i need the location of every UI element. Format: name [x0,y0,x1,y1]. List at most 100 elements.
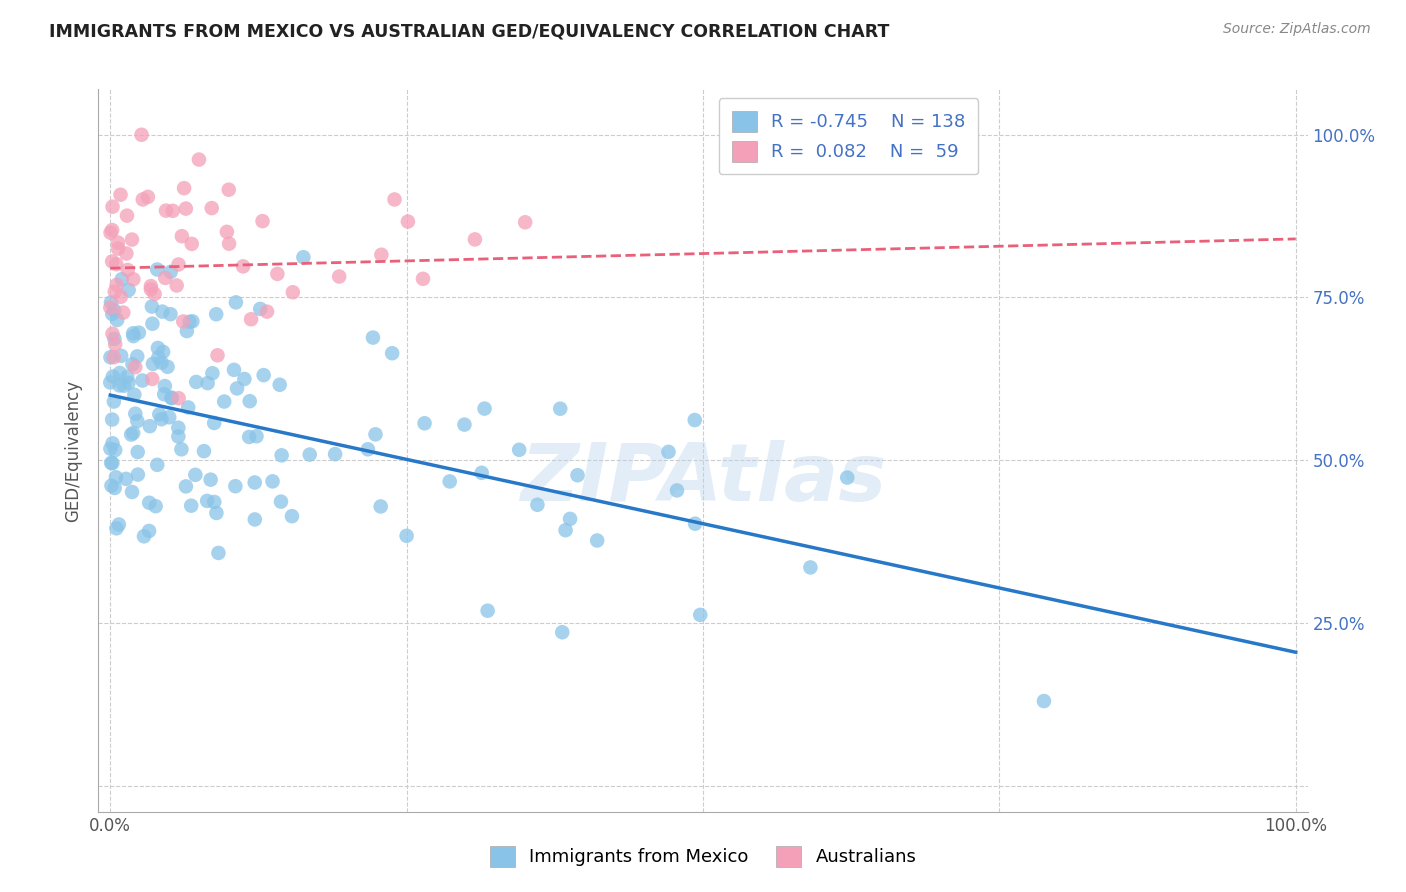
Point [101,223,124,237]
Legend: R = -0.745    N = 138, R =  0.082    N =  59: R = -0.745 N = 138, R = 0.082 N = 59 [718,98,979,174]
Point [153,379,176,393]
Text: IMMIGRANTS FROM MEXICO VS AUSTRALIAN GED/EQUIVALENCY CORRELATION CHART: IMMIGRANTS FROM MEXICO VS AUSTRALIAN GED… [49,22,890,40]
Point [148,407,170,421]
Point [110,187,132,202]
Point [202,416,225,430]
Point [101,254,124,268]
Point [108,378,131,392]
Point [122,329,145,343]
Point [238,430,260,444]
Point [243,475,266,490]
Point [148,351,170,365]
Point [222,363,245,377]
Point [357,442,380,457]
Point [115,369,138,384]
Point [127,414,149,428]
Point [124,360,146,375]
Text: Source: ZipAtlas.com: Source: ZipAtlas.com [1223,22,1371,37]
Point [683,516,706,531]
Point [270,448,292,462]
Point [225,295,247,310]
Point [100,442,122,456]
Point [253,368,276,383]
Point [150,304,173,318]
Point [105,521,128,535]
Point [141,300,163,314]
Point [160,391,183,405]
Point [101,326,124,341]
Point [127,467,149,482]
Point [197,376,219,390]
Point [108,517,131,532]
Point [122,272,145,286]
Point [121,357,143,371]
Point [118,283,141,297]
Point [120,427,142,442]
Point [180,499,202,513]
Point [207,348,229,362]
Point [395,529,418,543]
Point [453,417,475,432]
Point [666,483,689,498]
Point [172,314,194,328]
Point [1032,694,1054,708]
Point [150,356,173,370]
Point [239,394,262,409]
Point [200,473,222,487]
Point [281,509,304,524]
Point [107,235,129,250]
Point [558,512,581,526]
Point [152,344,174,359]
Point [412,272,434,286]
Point [101,456,124,470]
Point [103,350,125,364]
Point [464,232,486,246]
Point [167,421,190,435]
Point [218,183,240,197]
Point [176,324,198,338]
Point [439,475,461,489]
Point [162,203,184,218]
Point [105,313,128,327]
Point [103,332,125,346]
Point [155,203,177,218]
Point [179,315,201,329]
Point [103,303,125,318]
Point [173,181,195,195]
Point [167,258,190,272]
Point [361,330,384,344]
Point [104,443,127,458]
Point [100,350,122,364]
Point [201,201,224,215]
Point [205,506,228,520]
Point [567,468,589,483]
Point [104,285,127,299]
Point [212,394,235,409]
Point [170,442,193,457]
Point [156,359,179,374]
Point [112,305,135,319]
Point [266,267,288,281]
Point [370,500,392,514]
Point [122,425,145,440]
Point [240,312,263,326]
Text: ZIPAtlas: ZIPAtlas [520,441,886,518]
Point [381,346,404,360]
Point [281,285,304,300]
Point [124,407,146,421]
Point [170,229,193,244]
Point [101,307,124,321]
Point [177,401,200,415]
Point [139,282,162,296]
Point [131,128,153,142]
Point [139,279,162,293]
Y-axis label: GED/Equivalency: GED/Equivalency [65,379,83,522]
Point [174,202,197,216]
Point [127,350,149,364]
Point [115,472,138,486]
Point [526,498,548,512]
Point [143,287,166,301]
Point [226,381,249,395]
Point [115,209,138,223]
Point [270,494,292,508]
